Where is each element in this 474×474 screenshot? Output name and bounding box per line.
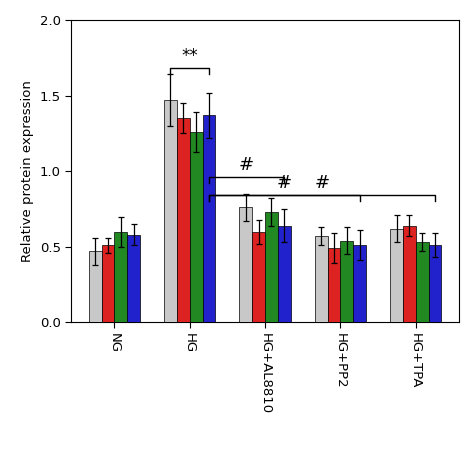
Bar — [416, 242, 428, 322]
Bar — [89, 251, 101, 322]
Bar — [252, 232, 265, 322]
Bar — [328, 248, 340, 322]
Bar — [278, 226, 291, 322]
Bar — [202, 115, 215, 322]
Text: #: # — [314, 174, 329, 192]
Text: #: # — [277, 174, 292, 192]
Y-axis label: Relative protein expression: Relative protein expression — [21, 80, 34, 262]
Bar — [190, 132, 202, 322]
Bar — [340, 241, 353, 322]
Bar — [177, 118, 190, 322]
Bar — [403, 226, 416, 322]
Bar — [114, 232, 127, 322]
Bar — [164, 100, 177, 322]
Bar — [428, 245, 441, 322]
Bar — [101, 245, 114, 322]
Bar — [390, 228, 403, 322]
Bar — [315, 236, 328, 322]
Bar — [127, 235, 140, 322]
Bar — [353, 245, 366, 322]
Bar — [239, 208, 252, 322]
Text: **: ** — [182, 47, 198, 65]
Bar — [265, 212, 278, 322]
Text: #: # — [239, 156, 254, 174]
